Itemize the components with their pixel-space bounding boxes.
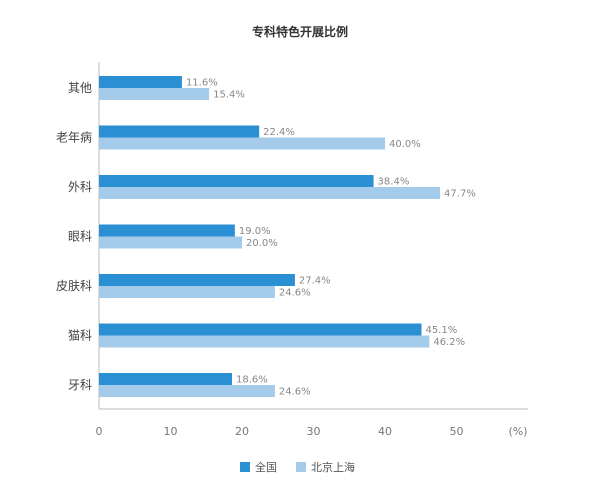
category-label: 外科 <box>68 180 92 194</box>
bar-national <box>99 373 232 385</box>
legend-swatch <box>296 462 306 472</box>
data-label: 19.0% <box>239 226 271 237</box>
data-label: 47.7% <box>444 189 476 200</box>
bar-national <box>99 224 235 237</box>
x-tick-label: 50 <box>450 425 464 438</box>
x-tick-label: 20 <box>235 425 249 438</box>
category-label: 猫科 <box>68 329 92 343</box>
x-tick-label: 0 <box>96 425 103 438</box>
x-tick-label: 40 <box>378 425 392 438</box>
data-label: 22.4% <box>263 127 295 138</box>
data-label: 15.4% <box>213 90 245 101</box>
bar-beijing-shanghai <box>99 137 385 150</box>
plot-area: 0 10 20 30 40 50 (%) 其他 11.6%15.4% 老年病 22.4% 40.0% 外… <box>56 62 528 438</box>
data-label: 46.2% <box>433 337 465 348</box>
bar-beijing-shanghai <box>99 286 275 298</box>
x-unit-label: (%) <box>508 425 527 438</box>
category-label: 老年病 <box>56 130 92 145</box>
data-label: 18.6% <box>236 375 268 386</box>
chart-title: 专科特色开展比例 <box>252 24 348 39</box>
bar-beijing-shanghai <box>99 236 242 249</box>
legend-label: 北京上海 <box>311 460 355 474</box>
data-label: 11.6% <box>186 78 218 89</box>
bar-national <box>99 175 374 187</box>
x-tick-label: 10 <box>164 425 178 438</box>
legend-label: 全国 <box>255 460 277 474</box>
bar-beijing-shanghai <box>99 335 430 348</box>
data-label: 24.6% <box>279 387 311 398</box>
data-label: 38.4% <box>378 177 410 188</box>
category-label: 眼科 <box>68 230 92 244</box>
data-label: 20.0% <box>246 238 278 249</box>
data-label: 40.0% <box>389 139 421 150</box>
bar-national <box>99 76 182 88</box>
bar-beijing-shanghai <box>99 88 210 100</box>
legend-swatch <box>240 462 250 472</box>
bar-national <box>99 323 422 336</box>
bar-national <box>99 125 260 138</box>
legend: 全国 北京上海 <box>240 460 355 474</box>
bar-national <box>99 274 295 286</box>
bar-beijing-shanghai <box>99 385 275 397</box>
x-tick-label: 30 <box>307 425 321 438</box>
category-label: 其他 <box>68 81 92 95</box>
data-label: 27.4% <box>299 276 331 287</box>
bar-beijing-shanghai <box>99 187 441 199</box>
data-label: 24.6% <box>279 288 311 299</box>
category-label: 牙科 <box>68 378 92 392</box>
category-label: 皮肤科 <box>56 278 92 293</box>
data-label: 45.1% <box>425 325 457 336</box>
